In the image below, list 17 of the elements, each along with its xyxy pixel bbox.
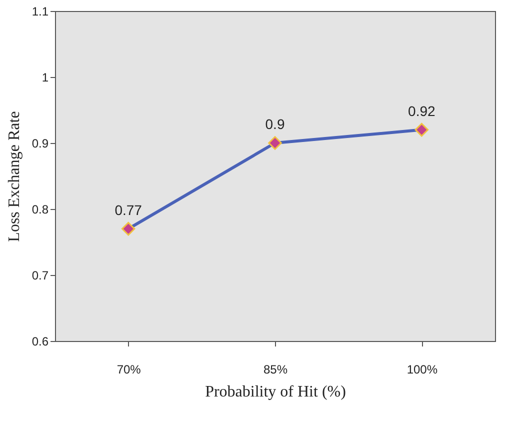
- y-axis-title: Loss Exchange Rate: [6, 111, 23, 242]
- y-tick-label: 0.7: [32, 268, 49, 282]
- x-tick-label: 100%: [406, 362, 438, 376]
- x-tick-label: 85%: [263, 362, 288, 376]
- data-label: 0.9: [265, 116, 285, 132]
- point: [414, 122, 429, 137]
- x-tick-label: 70%: [116, 362, 142, 376]
- data-label: 0.92: [408, 102, 436, 119]
- y-tick-label: 1.1: [32, 4, 49, 18]
- y-tick-label: 1: [42, 70, 49, 84]
- point: [268, 136, 282, 150]
- x-axis-title: Probability of Hit (%): [205, 384, 346, 400]
- y-tick-label: 0.6: [32, 334, 49, 348]
- point: [121, 222, 136, 236]
- data-label: 0.77: [114, 202, 142, 218]
- y-tick-label: 0.8: [32, 202, 49, 216]
- y-tick-label: 0.9: [32, 136, 49, 150]
